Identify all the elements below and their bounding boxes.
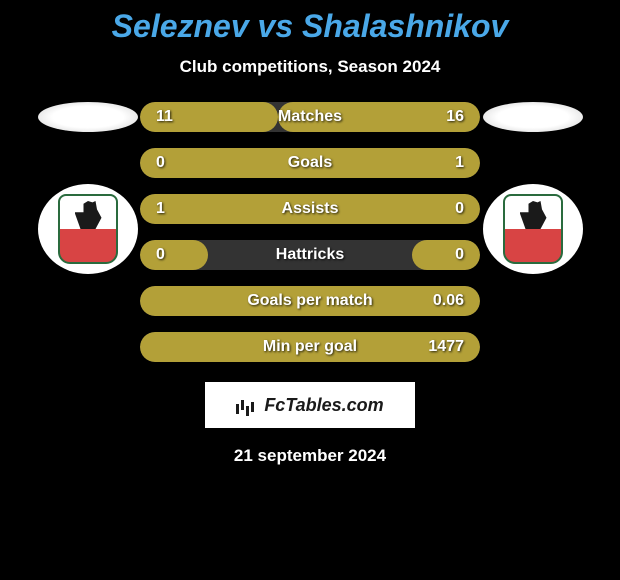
chart-icon — [236, 396, 260, 414]
stat-value-left: 1 — [156, 200, 165, 218]
comparison-title: Seleznev vs Shalashnikov — [0, 8, 620, 45]
brand-text: FcTables.com — [264, 395, 383, 416]
stat-row: Goals per match 0.06 — [140, 286, 480, 316]
comparison-area: 11Matches160Goals11Assists00Hattricks0Go… — [0, 102, 620, 362]
stat-label: Matches — [278, 108, 342, 126]
stat-row: 11 Matches 16 — [140, 102, 480, 132]
stat-value-left: 0 — [156, 246, 165, 264]
stats-column: 11Matches160Goals11Assists00Hattricks0Go… — [140, 102, 480, 362]
stat-row: 0 Goals 1 — [140, 148, 480, 178]
stat-row: Min per goal 1477 — [140, 332, 480, 362]
stat-label: Hattricks — [276, 246, 344, 264]
stat-row: 1 Assists 0 — [140, 194, 480, 224]
stat-row: 0 Hattricks 0 — [140, 240, 480, 270]
stat-value-right: 0 — [455, 200, 464, 218]
stat-value-left: 0 — [156, 154, 165, 172]
stat-bar-left — [140, 240, 208, 270]
stat-value-left: 11 — [156, 108, 173, 126]
left-team-logo — [38, 184, 138, 274]
stat-value-right: 1 — [455, 154, 464, 172]
left-player-avatar — [38, 102, 138, 132]
stat-value-right: 0 — [455, 246, 464, 264]
stat-value-right: 16 — [446, 108, 464, 126]
stat-bar-right — [412, 240, 480, 270]
stat-label: Goals per match — [247, 292, 372, 310]
right-player-column — [480, 102, 585, 274]
right-player-avatar — [483, 102, 583, 132]
right-team-logo — [483, 184, 583, 274]
footer-date: 21 september 2024 — [0, 446, 620, 466]
stat-label: Min per goal — [263, 338, 357, 356]
stat-label: Goals — [288, 154, 332, 172]
stat-value-right: 1477 — [428, 338, 464, 356]
stat-value-right: 0.06 — [433, 292, 464, 310]
brand-logo: FcTables.com — [205, 382, 415, 428]
left-player-column — [35, 102, 140, 274]
stat-label: Assists — [282, 200, 339, 218]
comparison-subtitle: Club competitions, Season 2024 — [0, 57, 620, 77]
